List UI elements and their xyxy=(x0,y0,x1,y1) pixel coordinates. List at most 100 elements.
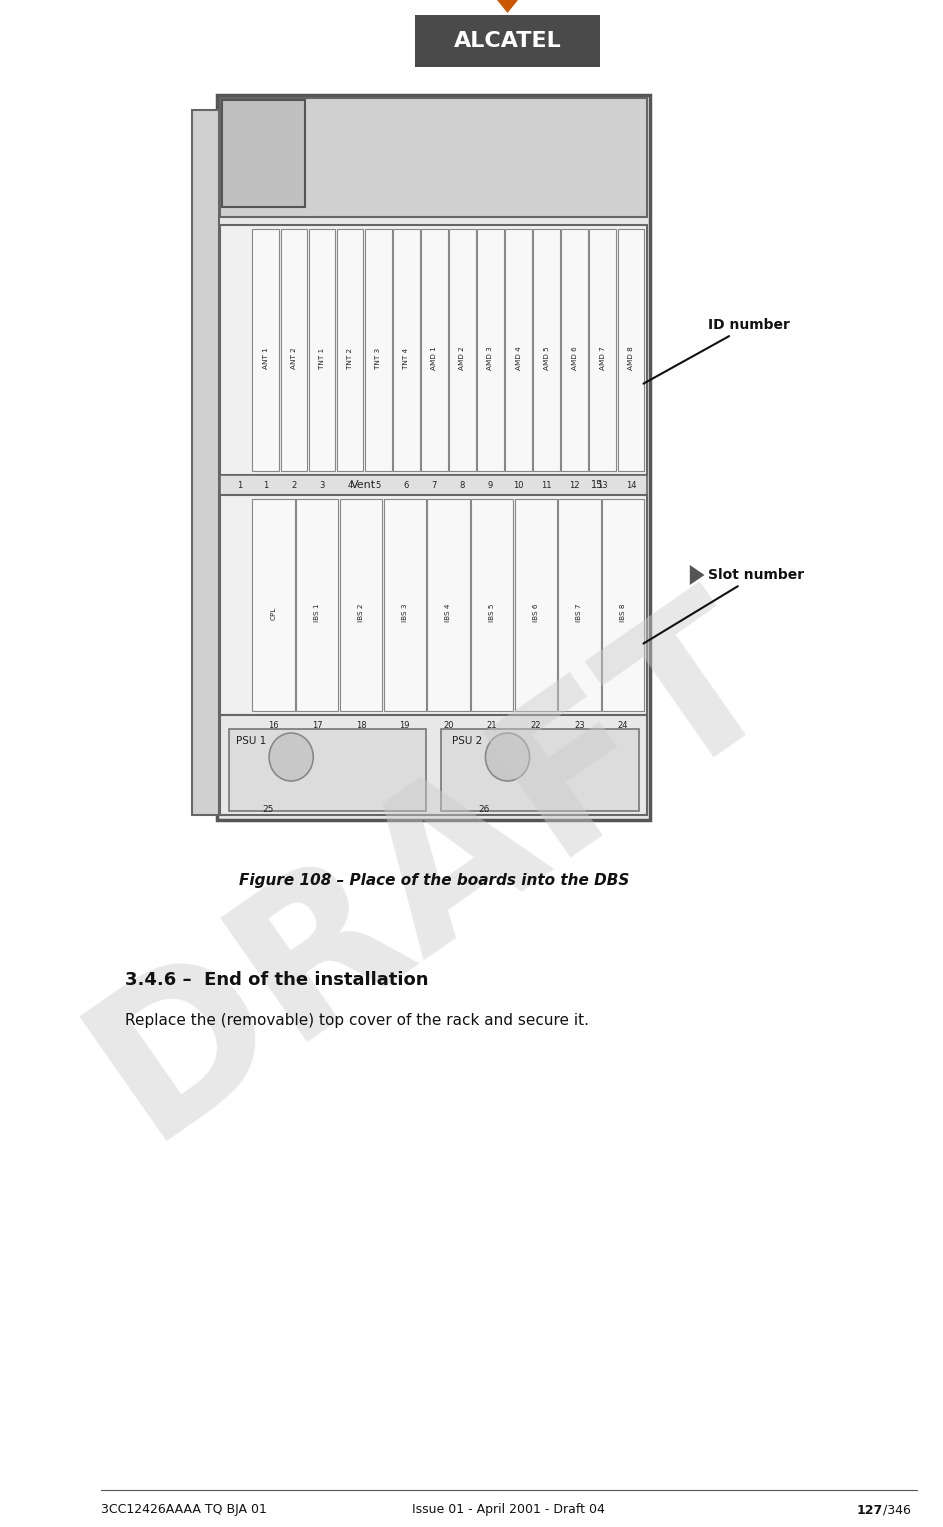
Text: AMD 7: AMD 7 xyxy=(600,347,605,370)
FancyBboxPatch shape xyxy=(416,15,600,67)
Text: IBS 5: IBS 5 xyxy=(489,603,495,621)
Text: Figure 108 – Place of the boards into the DBS: Figure 108 – Place of the boards into th… xyxy=(239,872,629,887)
Text: ALCATEL: ALCATEL xyxy=(454,31,561,50)
Text: /346: /346 xyxy=(883,1504,911,1516)
Text: IBS 8: IBS 8 xyxy=(620,603,626,621)
Bar xyxy=(477,229,504,470)
Bar xyxy=(558,499,601,712)
Text: IBS 4: IBS 4 xyxy=(445,603,452,621)
Bar xyxy=(337,229,363,470)
Bar xyxy=(515,499,557,712)
Text: 25: 25 xyxy=(262,805,273,814)
Bar xyxy=(221,495,648,715)
Text: ANT 2: ANT 2 xyxy=(291,347,297,370)
Text: 3CC12426AAAA TQ BJA 01: 3CC12426AAAA TQ BJA 01 xyxy=(101,1504,267,1516)
Text: 6: 6 xyxy=(404,481,409,490)
Text: AMD 1: AMD 1 xyxy=(431,347,438,370)
Bar xyxy=(618,229,644,470)
Text: 4: 4 xyxy=(347,481,353,490)
Text: Replace the (removable) top cover of the rack and secure it.: Replace the (removable) top cover of the… xyxy=(125,1012,589,1028)
Circle shape xyxy=(269,733,313,780)
Text: AMD 8: AMD 8 xyxy=(628,347,634,370)
Text: AMD 6: AMD 6 xyxy=(571,347,578,370)
Bar xyxy=(218,95,651,820)
Text: AMD 4: AMD 4 xyxy=(516,347,521,370)
Text: 7: 7 xyxy=(432,481,437,490)
Bar xyxy=(365,229,391,470)
Text: ANT 1: ANT 1 xyxy=(263,347,269,370)
Text: IBS 3: IBS 3 xyxy=(402,603,407,621)
Bar xyxy=(221,475,648,495)
Bar xyxy=(221,98,648,217)
Text: AMD 5: AMD 5 xyxy=(544,347,550,370)
Text: 20: 20 xyxy=(443,721,454,730)
Text: 127: 127 xyxy=(857,1504,884,1516)
Bar xyxy=(393,229,420,470)
Text: 18: 18 xyxy=(356,721,366,730)
Bar xyxy=(534,229,560,470)
Bar xyxy=(223,99,305,208)
Text: 23: 23 xyxy=(574,721,585,730)
Text: Vent: Vent xyxy=(351,479,376,490)
Circle shape xyxy=(486,733,530,780)
Text: CPL: CPL xyxy=(271,606,276,620)
Bar xyxy=(339,499,382,712)
Bar xyxy=(602,499,644,712)
Text: 26: 26 xyxy=(479,805,490,814)
Text: 14: 14 xyxy=(625,481,637,490)
Bar xyxy=(221,715,648,815)
Text: 12: 12 xyxy=(570,481,580,490)
Text: 16: 16 xyxy=(269,721,279,730)
Text: TNT 4: TNT 4 xyxy=(404,348,409,368)
Bar xyxy=(281,229,307,470)
Bar xyxy=(505,229,532,470)
Text: IBS 2: IBS 2 xyxy=(358,603,364,621)
Text: TNT 1: TNT 1 xyxy=(319,348,325,368)
Bar xyxy=(191,110,220,815)
Text: DRAFT: DRAFT xyxy=(57,563,811,1176)
Text: 1: 1 xyxy=(237,481,242,490)
Text: 15: 15 xyxy=(590,479,603,490)
Text: 22: 22 xyxy=(531,721,541,730)
Text: PSU 1: PSU 1 xyxy=(236,736,266,747)
Text: 11: 11 xyxy=(541,481,552,490)
Text: 24: 24 xyxy=(618,721,628,730)
Bar xyxy=(384,499,426,712)
Text: Issue 01 - April 2001 - Draft 04: Issue 01 - April 2001 - Draft 04 xyxy=(412,1504,604,1516)
Text: 8: 8 xyxy=(460,481,465,490)
Text: 5: 5 xyxy=(375,481,381,490)
Text: AMD 3: AMD 3 xyxy=(488,347,493,370)
Bar xyxy=(421,229,448,470)
Bar xyxy=(296,499,339,712)
Text: 19: 19 xyxy=(400,721,410,730)
Bar xyxy=(221,224,648,475)
Text: IBS 1: IBS 1 xyxy=(314,603,321,621)
Text: 2: 2 xyxy=(291,481,296,490)
Text: 9: 9 xyxy=(488,481,493,490)
Text: IBS 6: IBS 6 xyxy=(533,603,538,621)
Text: AMD 2: AMD 2 xyxy=(459,347,466,370)
Text: 10: 10 xyxy=(513,481,523,490)
Text: 3: 3 xyxy=(320,481,324,490)
Text: IBS 7: IBS 7 xyxy=(576,603,583,621)
Polygon shape xyxy=(690,565,704,585)
Text: TNT 3: TNT 3 xyxy=(375,348,381,368)
Text: 3.4.6 –  End of the installation: 3.4.6 – End of the installation xyxy=(125,971,429,989)
Text: 21: 21 xyxy=(487,721,497,730)
Text: 1: 1 xyxy=(263,481,269,490)
Text: PSU 2: PSU 2 xyxy=(452,736,482,747)
Bar xyxy=(589,229,616,470)
Text: Slot number: Slot number xyxy=(643,568,804,643)
Bar xyxy=(471,499,513,712)
Text: TNT 2: TNT 2 xyxy=(347,348,353,368)
Bar xyxy=(441,728,639,811)
Bar xyxy=(561,229,588,470)
Bar xyxy=(228,728,426,811)
Text: 13: 13 xyxy=(598,481,608,490)
Bar xyxy=(253,499,295,712)
Polygon shape xyxy=(495,0,521,14)
Bar xyxy=(253,229,279,470)
Bar xyxy=(449,229,476,470)
Bar xyxy=(427,499,470,712)
Bar xyxy=(308,229,336,470)
